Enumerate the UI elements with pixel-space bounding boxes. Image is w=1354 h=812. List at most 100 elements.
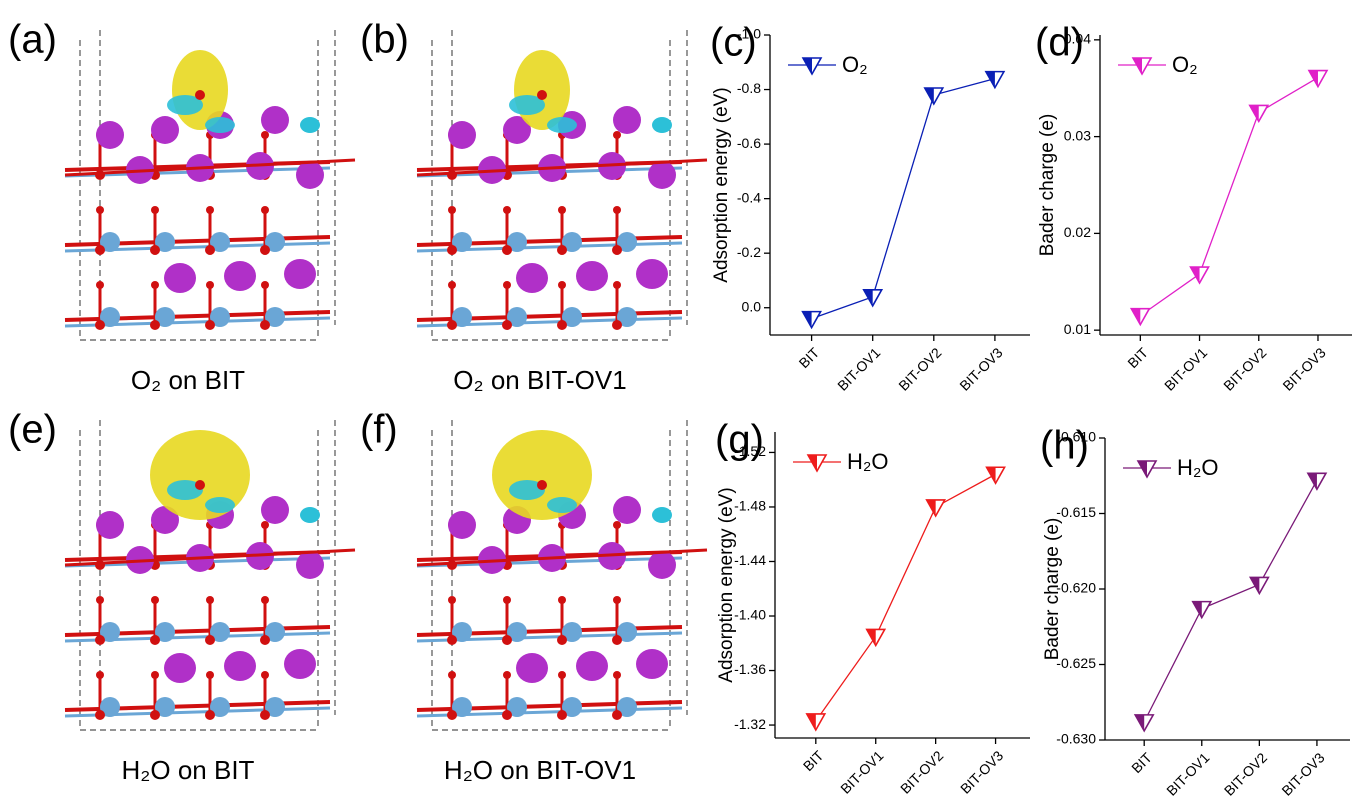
atom (448, 121, 476, 149)
atom (96, 596, 104, 604)
atom (95, 635, 105, 645)
marker-fill (1135, 714, 1145, 731)
atom (452, 622, 472, 642)
y-tick-label: -1.52 (734, 443, 766, 459)
atom (612, 320, 622, 330)
atom (155, 622, 175, 642)
atom (576, 651, 608, 681)
atom (284, 259, 316, 289)
charge-density (205, 117, 235, 133)
marker (801, 310, 822, 330)
atom (206, 596, 214, 604)
atom (206, 206, 214, 214)
legend-label: H₂O (847, 449, 889, 474)
atom (210, 622, 230, 642)
charge-density (652, 507, 672, 523)
atom (447, 245, 457, 255)
legend-marker (806, 454, 828, 473)
marker (1248, 104, 1270, 124)
atom (260, 710, 270, 720)
atom (296, 161, 324, 189)
y-tick-label: -1.44 (734, 552, 766, 568)
atom (195, 90, 205, 100)
atom (562, 697, 582, 717)
marker-fill (808, 455, 817, 471)
y-tick-label: -1.48 (734, 498, 766, 514)
atom (503, 671, 511, 679)
atom (261, 131, 269, 139)
atom (503, 281, 511, 289)
atom (613, 671, 621, 679)
atom (503, 206, 511, 214)
x-tick-label: BIT (796, 344, 823, 371)
atom (447, 320, 457, 330)
atom (613, 206, 621, 214)
atom (448, 596, 456, 604)
atom (95, 245, 105, 255)
atom (195, 480, 205, 490)
x-tick-label: BIT (1128, 749, 1155, 776)
atom (617, 622, 637, 642)
y-tick-label: 0.03 (1064, 127, 1091, 143)
y-tick-label: -1.36 (734, 661, 766, 677)
atom (636, 649, 668, 679)
atom (210, 697, 230, 717)
y-tick-label: -1.0 (737, 26, 761, 42)
atom (151, 506, 179, 534)
atom (205, 710, 215, 720)
atom (96, 671, 104, 679)
atom (612, 245, 622, 255)
atom (502, 320, 512, 330)
marker (1129, 307, 1151, 327)
atom (151, 116, 179, 144)
atom (507, 622, 527, 642)
atom (452, 697, 472, 717)
atom (448, 206, 456, 214)
atom (617, 697, 637, 717)
atom (164, 653, 196, 683)
atom (95, 560, 105, 570)
atom (206, 671, 214, 679)
atom (613, 131, 621, 139)
y-tick-label: 0.02 (1064, 224, 1091, 240)
atom (150, 710, 160, 720)
structure-image (416, 420, 708, 731)
marker-fill (1131, 308, 1141, 325)
atom (448, 281, 456, 289)
atom (205, 320, 215, 330)
marker-fill (866, 629, 876, 646)
legend-label: H₂O (1177, 455, 1219, 480)
panel-label: (f) (360, 408, 398, 452)
charge-density (300, 507, 320, 523)
y-tick-label: -0.610 (1056, 429, 1096, 445)
atom (265, 622, 285, 642)
atom (151, 206, 159, 214)
x-tick-label: BIT-OV3 (956, 344, 1005, 393)
atom (447, 710, 457, 720)
atom (260, 635, 270, 645)
legend-label: O₂ (842, 52, 868, 77)
y-tick-label: -0.630 (1056, 731, 1096, 747)
marker-fill (1308, 70, 1318, 87)
atom (151, 281, 159, 289)
marker (1306, 472, 1328, 491)
atom (612, 635, 622, 645)
caption: O₂ on BIT-OV1 (453, 365, 626, 395)
atom (558, 206, 566, 214)
atom (558, 671, 566, 679)
atom (648, 551, 676, 579)
marker-fill (803, 58, 812, 74)
marker (1133, 714, 1155, 733)
atom (507, 697, 527, 717)
atom (155, 307, 175, 327)
legend-marker (801, 57, 823, 76)
x-tick-label: BIT-OV3 (957, 747, 1006, 796)
bond (64, 548, 356, 567)
x-tick-label: BIT-OV2 (1221, 749, 1270, 798)
marker-fill (1250, 577, 1260, 594)
charge-density (300, 117, 320, 133)
panel-label: (a) (8, 18, 57, 62)
charge-density (492, 430, 592, 520)
atom (557, 320, 567, 330)
atom (452, 307, 472, 327)
